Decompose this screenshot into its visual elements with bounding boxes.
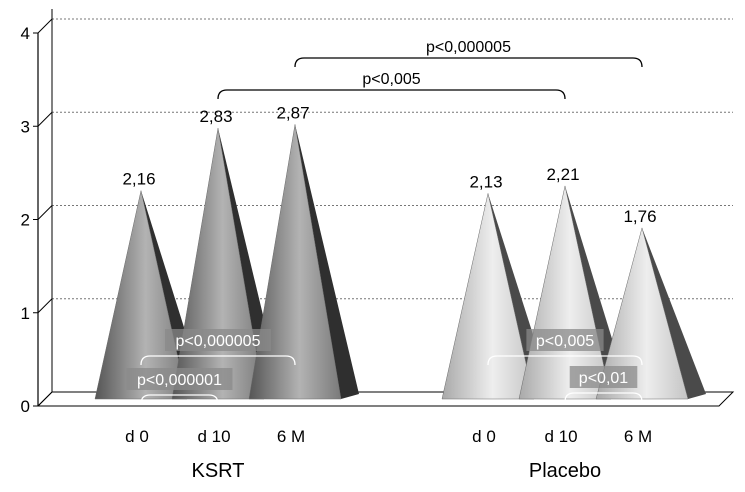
x-tick-label: d 10 [197, 427, 230, 446]
data-value-label: 1,76 [623, 207, 656, 226]
group-label: Placebo [529, 460, 601, 482]
comparison-bracket: p<0,005 [217, 71, 566, 100]
back-annotation-layer: p<0,000005 p<0,005 [217, 39, 643, 100]
y-tick-label: 1 [21, 304, 30, 323]
p-value-box [126, 368, 233, 390]
front-annotation-layer: p<0,000005 p<0,000001 p<0,005 p<0,01 [126, 329, 643, 405]
y-tick-label: 3 [21, 117, 30, 136]
tick-connector [37, 111, 53, 127]
data-value-label: 2,16 [122, 170, 155, 189]
p-value-box [526, 329, 604, 351]
p-value-label: p<0,005 [362, 71, 420, 88]
bracket-line [294, 57, 643, 68]
labels-layer: 2,16 d 0 2,83 d 10 2,87 6 M KSRT 2,13 d 0 2,21 d 1… [122, 103, 656, 482]
data-value-label: 2,13 [469, 172, 502, 191]
pyramid-front-face [248, 124, 342, 400]
y-tick-label: 2 [21, 211, 30, 230]
pyramid-front-face [94, 190, 188, 400]
pyramid-side-face [295, 124, 359, 399]
x-tick-label: 6 M [624, 427, 652, 446]
tick-connector [37, 205, 53, 220]
tick-connector [37, 391, 53, 407]
y-tick-label: 0 [21, 397, 30, 416]
p-value-box [165, 329, 271, 351]
data-value-label: 2,83 [199, 107, 232, 126]
pyramid-bar [248, 124, 359, 400]
x-tick-label: d 0 [472, 427, 496, 446]
comparison-bracket: p<0,000001 [126, 368, 233, 405]
bracket-line [140, 394, 219, 405]
comparison-bracket: p<0,000005 [140, 329, 296, 366]
p-value-label: p<0,000005 [426, 39, 511, 56]
x-tick-label: d 0 [125, 427, 149, 446]
comparison-bracket: p<0,005 [487, 329, 643, 366]
bars-layer [94, 124, 706, 400]
comparison-bracket: p<0,01 [564, 366, 643, 403]
p-value-label: p<0,000001 [137, 372, 222, 389]
bracket-line [140, 355, 296, 366]
pyramid-side-face [642, 227, 706, 399]
bracket-line [564, 392, 643, 403]
p-value-label: p<0,005 [536, 333, 594, 350]
data-value-label: 2,87 [276, 103, 309, 122]
x-tick-label: 6 M [277, 427, 305, 446]
x-tick-label: d 10 [544, 427, 577, 446]
bracket-line [487, 355, 643, 366]
data-value-label: 2,21 [546, 165, 579, 184]
tick-connector [37, 18, 53, 34]
y-tick-label: 4 [21, 24, 30, 43]
comparison-bracket: p<0,000005 [294, 39, 643, 68]
p-value-box [569, 366, 638, 388]
bracket-line [217, 89, 566, 100]
p-value-label: p<0,01 [579, 370, 628, 387]
p-value-label: p<0,000005 [176, 333, 261, 350]
group-label: KSRT [192, 460, 245, 482]
tick-connector [37, 298, 53, 314]
pyramid-front-face [441, 193, 535, 400]
